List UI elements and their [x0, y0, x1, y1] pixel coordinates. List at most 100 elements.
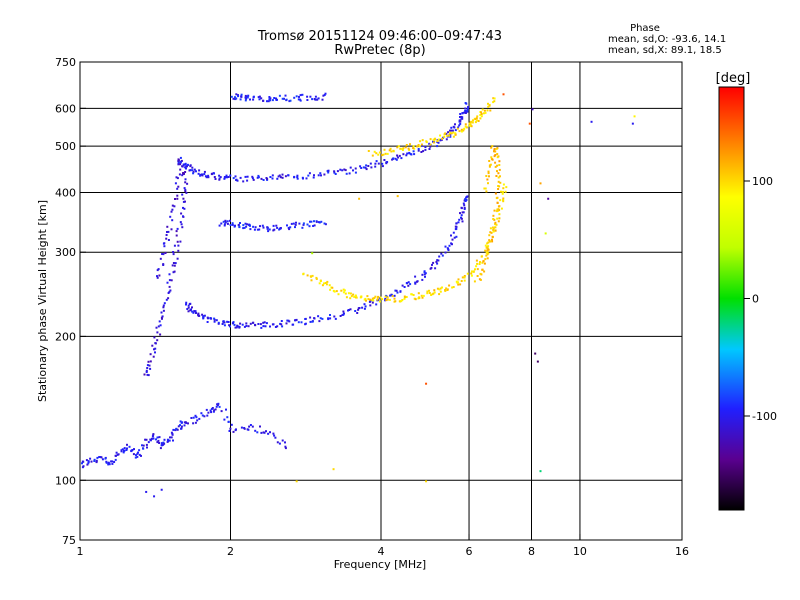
data-point: [407, 284, 410, 287]
data-point: [340, 289, 343, 292]
data-point: [459, 113, 462, 115]
data-point: [401, 299, 404, 301]
data-point: [463, 111, 465, 114]
data-point: [205, 408, 208, 411]
data-point: [480, 113, 483, 115]
data-point: [394, 300, 397, 303]
data-point: [343, 312, 345, 315]
data-point: [460, 117, 463, 120]
data-point: [369, 304, 372, 307]
data-point: [384, 297, 387, 300]
data-point: [153, 336, 156, 339]
data-point: [369, 298, 372, 301]
data-point: [484, 249, 487, 252]
data-point: [502, 200, 505, 203]
data-point: [165, 237, 168, 240]
data-point: [163, 245, 166, 248]
data-point: [224, 221, 227, 224]
data-point: [504, 190, 507, 193]
data-point: [162, 242, 165, 245]
data-point: [239, 222, 241, 224]
data-point: [207, 174, 210, 177]
data-point: [332, 468, 335, 471]
data-point: [302, 222, 305, 225]
data-point: [246, 223, 249, 226]
data-point: [145, 490, 148, 493]
data-point: [449, 133, 452, 136]
data-point: [430, 294, 433, 296]
data-point: [309, 316, 312, 319]
data-point: [476, 268, 479, 271]
data-point: [157, 325, 160, 328]
data-point: [488, 175, 490, 178]
x-tick-label: 8: [528, 545, 535, 558]
data-point: [272, 432, 275, 435]
data-point: [450, 234, 452, 237]
data-point: [479, 272, 482, 275]
data-point: [275, 97, 277, 100]
data-point: [196, 419, 199, 422]
data-point: [324, 282, 327, 284]
data-point: [162, 309, 165, 312]
data-point: [492, 97, 495, 100]
data-point: [365, 168, 368, 171]
data-point: [269, 325, 271, 328]
data-point: [189, 165, 192, 168]
data-point: [404, 146, 407, 149]
data-point: [283, 97, 285, 100]
data-point: [345, 172, 348, 175]
data-point: [263, 321, 266, 324]
data-point: [253, 228, 256, 231]
data-point: [252, 225, 255, 228]
data-point: [229, 427, 232, 430]
data-point: [333, 170, 336, 173]
data-point: [431, 263, 433, 266]
data-point: [166, 225, 169, 228]
data-point: [159, 257, 162, 260]
data-point: [149, 360, 152, 363]
data-point: [240, 95, 243, 98]
data-point: [344, 292, 347, 295]
data-point: [352, 169, 354, 172]
data-point: [390, 150, 393, 153]
data-point: [459, 116, 461, 118]
data-point: [497, 205, 500, 208]
data-point: [302, 223, 305, 226]
data-point: [111, 460, 114, 463]
data-point: [357, 307, 360, 310]
data-point: [258, 228, 261, 231]
data-point: [177, 244, 180, 247]
data-point: [378, 151, 381, 154]
data-point: [104, 457, 107, 460]
data-point: [226, 176, 228, 179]
data-point: [496, 201, 499, 204]
data-point: [231, 223, 234, 226]
data-point: [147, 441, 150, 444]
data-point: [416, 280, 419, 283]
data-point: [164, 252, 167, 254]
data-point: [244, 96, 247, 99]
data-point: [257, 176, 260, 179]
data-point: [373, 297, 376, 299]
data-point: [203, 314, 206, 317]
data-point: [438, 255, 441, 258]
data-point: [251, 175, 254, 178]
data-point: [142, 447, 145, 450]
data-point: [281, 97, 284, 100]
data-point: [433, 291, 436, 294]
data-point: [497, 208, 500, 211]
data-point: [493, 218, 496, 221]
data-point: [215, 405, 218, 408]
data-point: [251, 177, 254, 180]
data-point: [392, 149, 395, 152]
data-point: [187, 422, 189, 425]
data-point: [448, 244, 451, 247]
data-point: [306, 274, 309, 277]
data-point: [461, 211, 464, 214]
data-point: [487, 245, 490, 248]
data-point: [483, 270, 486, 273]
data-point: [156, 276, 159, 279]
data-point: [241, 323, 244, 326]
data-point: [159, 333, 162, 336]
data-point: [454, 132, 457, 135]
